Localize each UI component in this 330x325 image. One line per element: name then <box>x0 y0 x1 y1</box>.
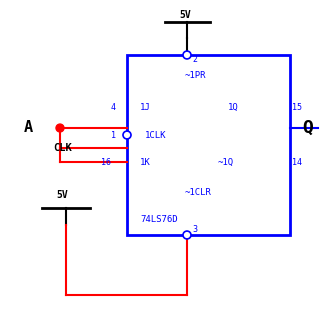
Text: 1CLK: 1CLK <box>145 131 167 139</box>
Text: 14: 14 <box>292 158 302 166</box>
Text: 16: 16 <box>101 158 111 166</box>
Text: CLK: CLK <box>53 143 72 153</box>
Text: 5V: 5V <box>56 190 68 200</box>
Bar <box>127 55 290 235</box>
Text: 15: 15 <box>292 102 302 111</box>
Text: 2: 2 <box>192 56 197 64</box>
Circle shape <box>183 51 191 59</box>
Text: ~1PR: ~1PR <box>185 71 207 80</box>
Circle shape <box>56 124 64 132</box>
Text: 1: 1 <box>111 131 116 139</box>
Text: 1Q: 1Q <box>228 102 239 111</box>
Text: 5V: 5V <box>179 10 191 20</box>
Circle shape <box>183 231 191 239</box>
Text: A: A <box>23 121 33 136</box>
Text: 3: 3 <box>192 226 197 235</box>
Text: 1J: 1J <box>140 102 151 111</box>
Text: 4: 4 <box>111 102 116 111</box>
Circle shape <box>123 131 131 139</box>
Text: Q: Q <box>303 119 314 137</box>
Text: 1K: 1K <box>140 158 151 166</box>
Text: 74LS76D: 74LS76D <box>140 215 178 225</box>
Text: ~1Q: ~1Q <box>218 158 234 166</box>
Text: ~1CLR: ~1CLR <box>185 188 212 198</box>
